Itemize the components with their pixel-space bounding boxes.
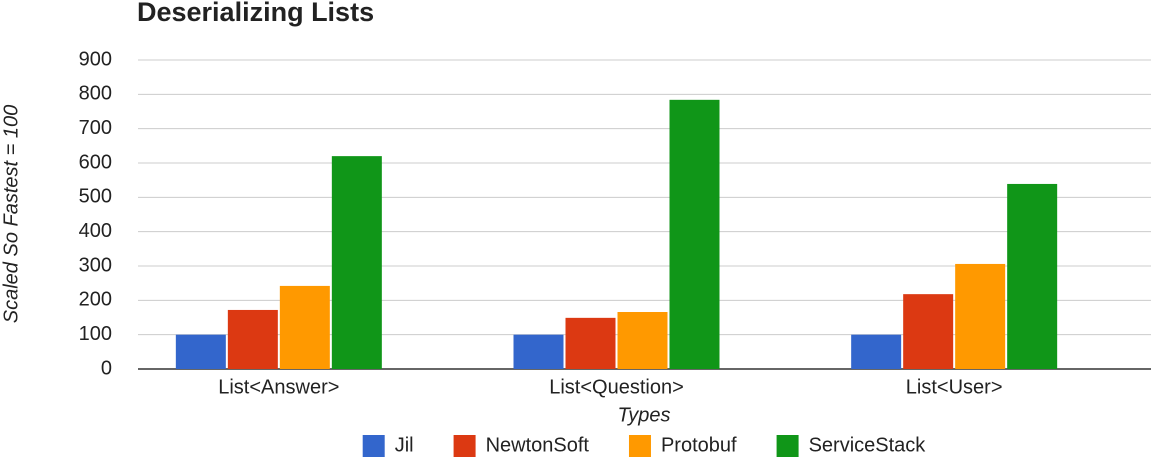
legend-swatch <box>362 435 385 457</box>
bar <box>227 309 278 369</box>
y-tick-label: 900 <box>79 48 112 70</box>
bar <box>331 156 382 369</box>
y-tick-label: 700 <box>79 117 112 139</box>
y-tick-label: 300 <box>79 254 112 276</box>
bar <box>279 285 330 369</box>
bar <box>565 317 616 369</box>
chart-title: Deserializing Lists <box>137 0 374 27</box>
bar <box>175 334 226 369</box>
bar <box>903 294 954 369</box>
legend-label: Protobuf <box>661 434 737 456</box>
legend-swatch <box>776 435 799 457</box>
x-tick-label: List<Answer> <box>218 376 339 398</box>
x-tick-label: List<Question> <box>549 376 684 398</box>
y-tick-label: 100 <box>79 323 112 345</box>
bar <box>1007 183 1058 369</box>
x-axis-title: Types <box>618 404 671 426</box>
y-tick-label: 200 <box>79 289 112 311</box>
y-tick-label: 400 <box>79 220 112 242</box>
x-tick-label: List<User> <box>906 376 1003 398</box>
legend-swatch <box>628 435 651 457</box>
y-tick-label: 500 <box>79 186 112 208</box>
y-axis-title: Scaled So Fastest = 100 <box>0 105 22 323</box>
bar <box>513 334 564 369</box>
y-tick-label: 0 <box>101 357 112 379</box>
bar <box>955 263 1006 369</box>
legend-label: Jil <box>395 434 414 456</box>
legend-swatch <box>453 435 476 457</box>
legend-label: ServiceStack <box>809 434 927 456</box>
bar <box>851 334 902 369</box>
bar <box>617 312 668 369</box>
y-tick-label: 800 <box>79 83 112 105</box>
legend-label: NewtonSoft <box>486 434 590 456</box>
y-tick-label: 600 <box>79 151 112 173</box>
bar <box>669 99 720 370</box>
